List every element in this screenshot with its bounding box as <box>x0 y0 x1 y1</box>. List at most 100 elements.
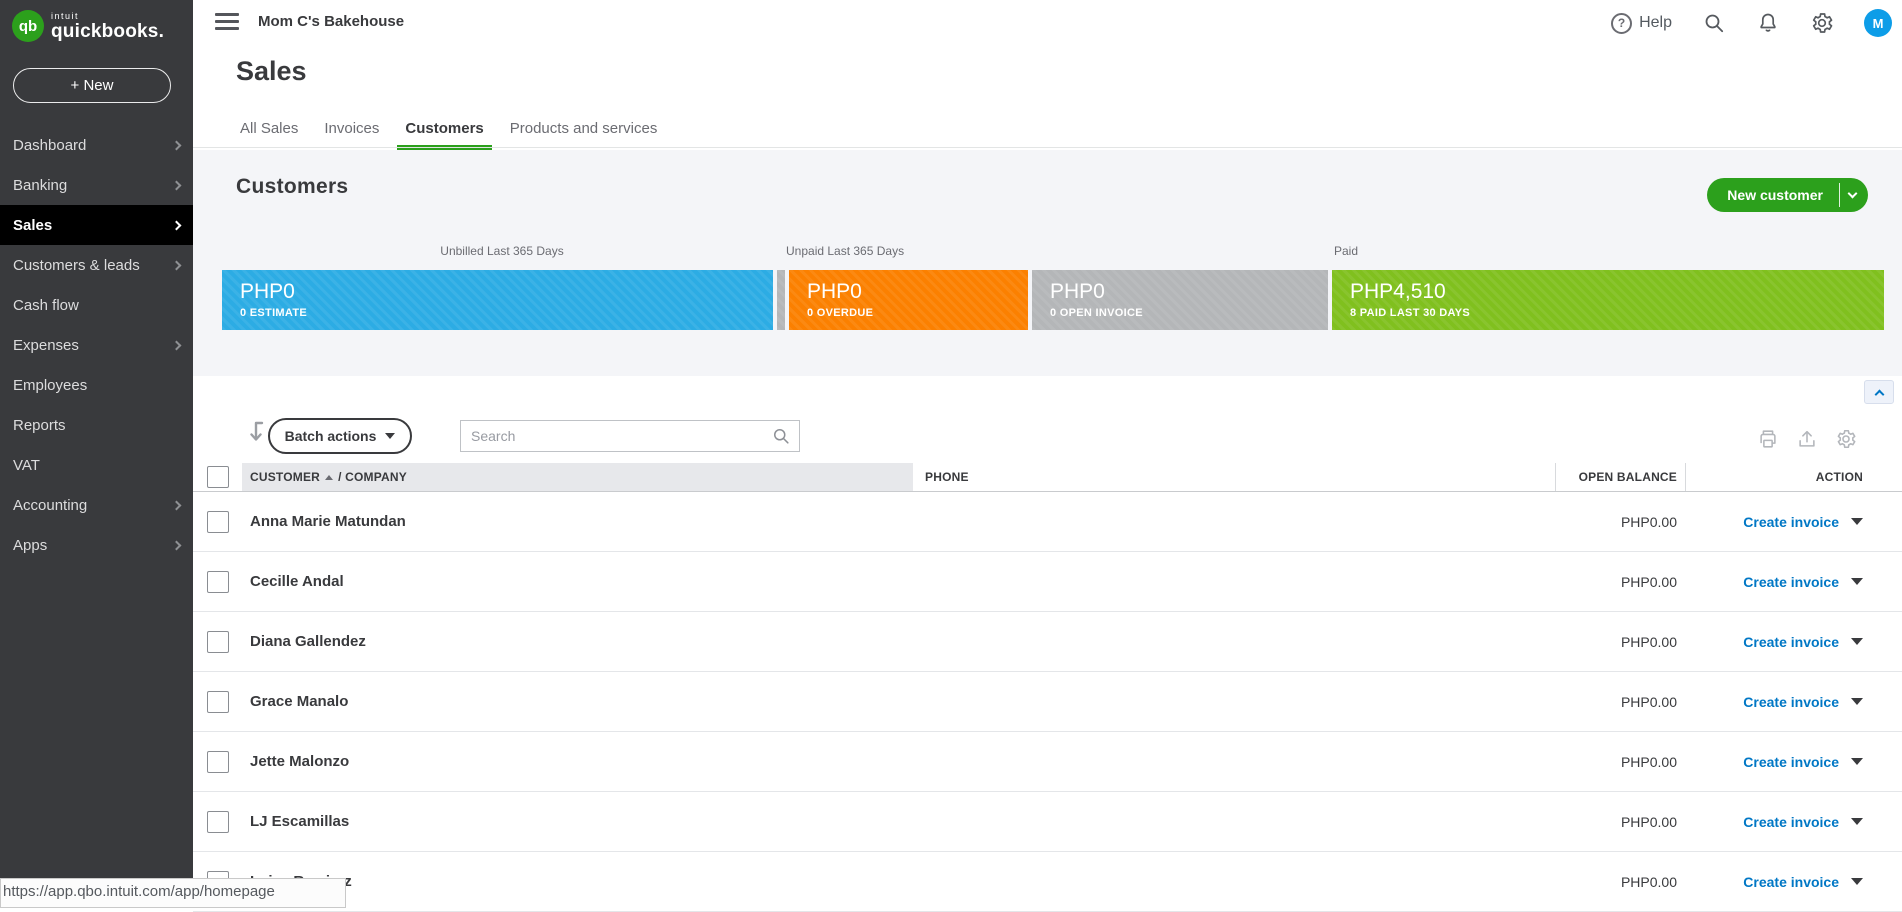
hamburger-menu-icon[interactable] <box>215 13 239 30</box>
section-title: Customers <box>236 175 349 198</box>
open-balance-value: PHP0.00 <box>1620 633 1677 650</box>
moneybar-segment-unbilled-activity[interactable] <box>777 270 785 330</box>
notifications-bell-icon[interactable] <box>1756 11 1780 35</box>
tab-invoices[interactable]: Invoices <box>324 120 380 137</box>
create-invoice-link[interactable]: Create invoice <box>1743 513 1839 530</box>
sidebar-item-employees[interactable]: Employees <box>0 365 193 405</box>
customer-name-link[interactable]: LJ Escamillas <box>250 813 350 830</box>
moneybar-segment-overdue[interactable]: PHP0 0 OVERDUE <box>789 270 1028 330</box>
sidebar-item-label: Dashboard <box>13 136 87 154</box>
sidebar-item-label: Customers & leads <box>13 256 140 274</box>
moneybar-segment-estimates[interactable]: PHP0 0 ESTIMATE <box>222 270 773 330</box>
qb-logo-icon: qb <box>12 10 44 42</box>
customer-name-link[interactable]: Grace Manalo <box>250 693 349 710</box>
segment-amount: PHP0 <box>240 280 295 303</box>
open-balance-value: PHP0.00 <box>1620 813 1677 830</box>
create-invoice-link[interactable]: Create invoice <box>1743 633 1839 650</box>
tab-customers[interactable]: Customers <box>397 112 493 150</box>
sidebar-item-apps[interactable]: Apps <box>0 525 193 565</box>
search-input[interactable] <box>461 428 771 444</box>
open-balance-value: PHP0.00 <box>1620 513 1677 530</box>
sidebar-item-label: VAT <box>13 456 40 474</box>
action-dropdown-icon[interactable] <box>1851 638 1863 645</box>
create-invoice-link[interactable]: Create invoice <box>1743 693 1839 710</box>
create-invoice-link[interactable]: Create invoice <box>1743 573 1839 590</box>
print-icon[interactable] <box>1757 428 1779 450</box>
segment-caption: 0 OVERDUE <box>807 307 874 320</box>
customers-panel: Customers New customer Unbilled Last 365… <box>193 150 1902 912</box>
table-row: Jette Malonzo PHP0.00 Create invoice <box>193 732 1902 792</box>
open-balance-value: PHP0.00 <box>1620 573 1677 590</box>
new-customer-button[interactable]: New customer <box>1707 178 1868 212</box>
help-button[interactable]: Help <box>1611 12 1672 34</box>
sidebar-item-label: Sales <box>13 216 53 234</box>
sort-arrow-icon[interactable] <box>248 420 270 446</box>
customer-name-link[interactable]: Cecille Andal <box>250 573 344 590</box>
tab-products-services[interactable]: Products and services <box>509 120 658 137</box>
moneybar-label-unbilled: Unbilled Last 365 Days <box>440 244 564 258</box>
row-checkbox[interactable] <box>206 630 229 653</box>
new-customer-dropdown[interactable] <box>1840 178 1868 212</box>
column-header-open-balance: OPEN BALANCE <box>1555 463 1685 491</box>
company-name: Mom C's Bakehouse <box>258 13 405 30</box>
row-checkbox[interactable] <box>206 690 229 713</box>
sidebar-item-dashboard[interactable]: Dashboard <box>0 125 193 165</box>
sidebar-item-label: Apps <box>13 536 48 554</box>
action-dropdown-icon[interactable] <box>1851 818 1863 825</box>
action-dropdown-icon[interactable] <box>1851 518 1863 525</box>
chevron-right-icon <box>171 340 182 350</box>
settings-gear-icon[interactable] <box>1810 11 1834 35</box>
select-all-checkbox[interactable] <box>206 466 229 488</box>
sidebar-item-sales[interactable]: Sales <box>0 205 193 245</box>
sidebar-item-label: Banking <box>13 176 68 194</box>
collapse-moneybar-button[interactable] <box>1864 380 1894 404</box>
customer-name-link[interactable]: Diana Gallendez <box>250 633 366 650</box>
chevron-right-icon <box>171 220 182 230</box>
table-row: Anna Marie Matundan PHP0.00 Create invoi… <box>193 492 1902 552</box>
sidebar-item-cash-flow[interactable]: Cash flow <box>0 285 193 325</box>
search-icon[interactable] <box>1702 11 1726 35</box>
customer-name-link[interactable]: Anna Marie Matundan <box>250 513 406 530</box>
row-checkbox[interactable] <box>206 750 229 773</box>
batch-actions-button[interactable]: Batch actions <box>268 418 412 454</box>
action-dropdown-icon[interactable] <box>1851 878 1863 885</box>
sidebar-item-reports[interactable]: Reports <box>0 405 193 445</box>
row-checkbox[interactable] <box>206 810 229 833</box>
customers-table-body: Anna Marie Matundan PHP0.00 Create invoi… <box>193 492 1902 912</box>
row-checkbox[interactable] <box>206 570 229 593</box>
moneybar-segment-open-invoices[interactable]: PHP0 0 OPEN INVOICE <box>1032 270 1328 330</box>
new-customer-label: New customer <box>1727 187 1823 203</box>
export-icon[interactable] <box>1796 428 1818 450</box>
tab-all-sales[interactable]: All Sales <box>240 120 299 137</box>
customers-table-card: Batch actions CUSTOMER <box>193 376 1902 912</box>
quickbooks-logo: qb intuit quickbooks. <box>12 10 164 42</box>
customer-name-link[interactable]: Jette Malonzo <box>250 753 350 770</box>
help-label: Help <box>1639 14 1672 31</box>
create-invoice-link[interactable]: Create invoice <box>1743 813 1839 830</box>
intuit-brand: intuit <box>51 10 80 21</box>
column-header-customer[interactable]: CUSTOMER / COMPANY <box>242 463 913 491</box>
quickbooks-brand: quickbooks. <box>51 20 165 42</box>
sidebar-item-label: Expenses <box>13 336 79 354</box>
new-button[interactable]: + New <box>13 68 171 103</box>
sidebar-item-vat[interactable]: VAT <box>0 445 193 485</box>
sidebar-item-expenses[interactable]: Expenses <box>0 325 193 365</box>
user-avatar[interactable]: M <box>1864 9 1892 37</box>
sidebar-item-banking[interactable]: Banking <box>0 165 193 205</box>
search-icon[interactable] <box>771 426 791 446</box>
moneybar-segment-paid[interactable]: PHP4,510 8 PAID LAST 30 DAYS <box>1332 270 1884 330</box>
customer-header-label: CUSTOMER <box>250 470 321 484</box>
create-invoice-link[interactable]: Create invoice <box>1743 753 1839 770</box>
sidebar-item-accounting[interactable]: Accounting <box>0 485 193 525</box>
table-settings-gear-icon[interactable] <box>1835 428 1857 450</box>
table-row: Grace Manalo PHP0.00 Create invoice <box>193 672 1902 732</box>
column-header-phone: PHONE <box>925 470 969 484</box>
segment-amount: PHP4,510 <box>1350 280 1446 303</box>
row-checkbox[interactable] <box>206 510 229 533</box>
action-dropdown-icon[interactable] <box>1851 578 1863 585</box>
tabs-divider <box>193 147 1902 148</box>
sidebar-item-customers-leads[interactable]: Customers & leads <box>0 245 193 285</box>
action-dropdown-icon[interactable] <box>1851 698 1863 705</box>
create-invoice-link[interactable]: Create invoice <box>1743 873 1839 890</box>
action-dropdown-icon[interactable] <box>1851 758 1863 765</box>
